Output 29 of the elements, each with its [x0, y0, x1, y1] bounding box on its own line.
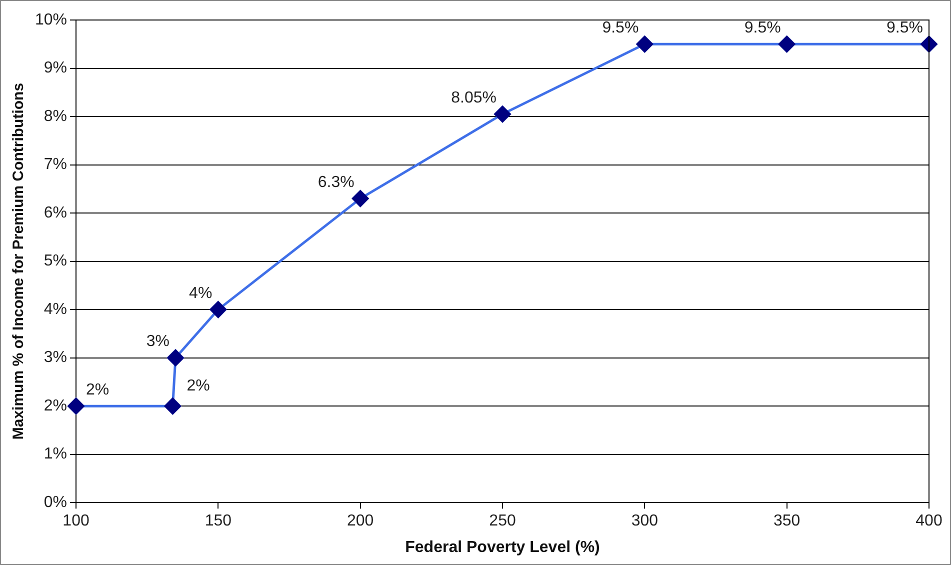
y-tick-label: 2%: [44, 397, 68, 414]
y-tick-label: 5%: [44, 252, 68, 270]
data-label: 2%: [86, 381, 110, 398]
y-tick-label: 8%: [44, 108, 68, 125]
y-tick-label: 4%: [44, 300, 68, 318]
x-tick-label: 100: [62, 512, 90, 530]
data-label: 8.05%: [451, 90, 497, 107]
x-tick-label: 400: [916, 512, 942, 530]
y-tick-label: 0%: [44, 494, 68, 512]
data-label: 9.5%: [744, 20, 781, 37]
x-axis-title: Federal Poverty Level (%): [405, 538, 600, 556]
data-label: 3%: [146, 333, 170, 350]
data-label: 9.5%: [602, 20, 639, 37]
x-tick-label: 300: [631, 512, 658, 530]
y-tick-label: 9%: [44, 60, 68, 77]
x-tick-label: 250: [489, 512, 516, 530]
y-tick-label: 3%: [44, 349, 68, 366]
x-tick-label: 350: [773, 512, 800, 530]
y-tick-label: 1%: [44, 446, 68, 463]
data-label: 2%: [186, 377, 210, 394]
data-label: 4%: [189, 284, 212, 302]
data-label: 6.3%: [318, 174, 354, 191]
data-label: 9.5%: [886, 20, 923, 37]
y-tick-label: 10%: [34, 11, 68, 28]
x-tick-label: 200: [346, 512, 374, 530]
y-axis-title: Maximum % of Income for Premium Contributions: [10, 82, 28, 440]
y-tick-label: 6%: [44, 204, 68, 222]
y-tick-label: 7%: [44, 156, 68, 174]
x-tick-label: 150: [204, 512, 232, 530]
